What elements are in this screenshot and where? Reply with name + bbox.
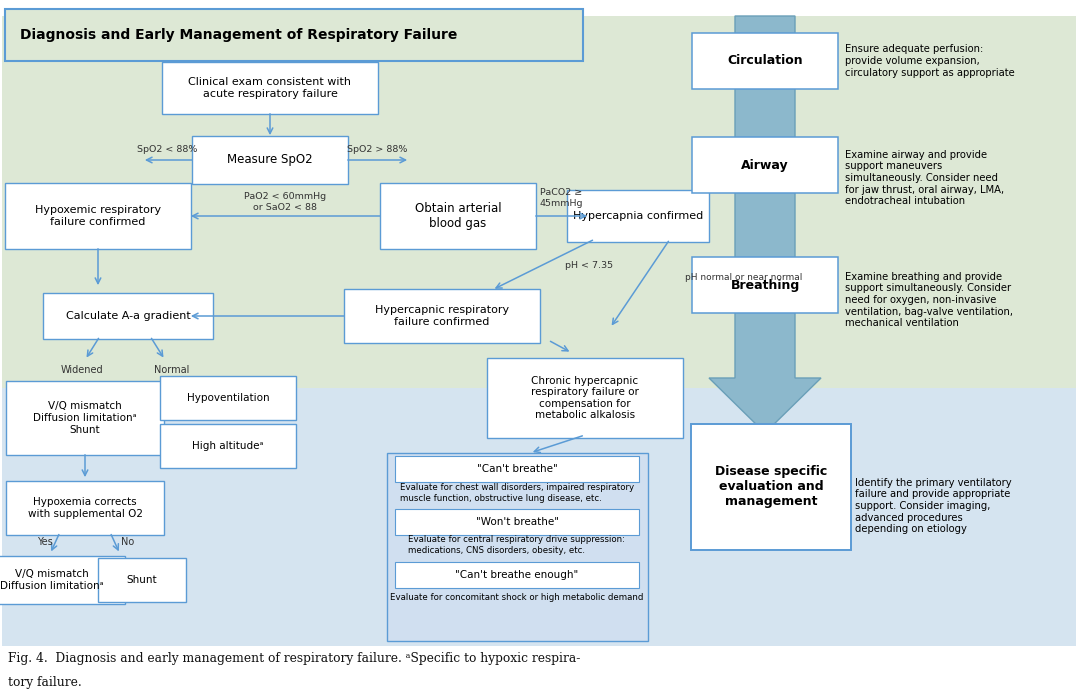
Bar — [2, 388, 690, 646]
Text: SpO2 > 88%: SpO2 > 88% — [347, 145, 407, 154]
Text: Circulation: Circulation — [727, 54, 802, 68]
Text: Hypoxemia corrects
with supplemental O2: Hypoxemia corrects with supplemental O2 — [27, 497, 143, 519]
Text: Calculate A-a gradient: Calculate A-a gradient — [66, 311, 190, 321]
Text: Hypercapnic respiratory
failure confirmed: Hypercapnic respiratory failure confirme… — [375, 305, 509, 327]
Text: High altitudeᵃ: High altitudeᵃ — [192, 441, 264, 451]
Text: Examine breathing and provide
support simultaneously. Consider
need for oxygen, : Examine breathing and provide support si… — [845, 272, 1013, 328]
Text: PaCO2 ≥
45mmHg: PaCO2 ≥ 45mmHg — [539, 188, 583, 208]
Text: Measure SpO2: Measure SpO2 — [227, 154, 313, 167]
Text: Obtain arterial
blood gas: Obtain arterial blood gas — [415, 202, 501, 230]
Text: Fig. 4.  Diagnosis and early management of respiratory failure. ᵃSpecific to hyp: Fig. 4. Diagnosis and early management o… — [8, 652, 580, 665]
Text: "Can't breathe enough": "Can't breathe enough" — [456, 570, 579, 580]
Text: PaO2 < 60mmHg
or SaO2 < 88: PaO2 < 60mmHg or SaO2 < 88 — [244, 193, 326, 211]
FancyBboxPatch shape — [162, 62, 378, 114]
FancyBboxPatch shape — [387, 453, 648, 641]
Text: pH < 7.35: pH < 7.35 — [565, 262, 613, 271]
Bar — [690, 16, 1076, 388]
Text: Evaluate for central respiratory drive suppression:
medications, CNS disorders, : Evaluate for central respiratory drive s… — [408, 535, 625, 555]
FancyBboxPatch shape — [5, 9, 583, 61]
Text: Examine airway and provide
support maneuvers
simultaneously. Consider need
for j: Examine airway and provide support maneu… — [845, 150, 1004, 206]
Text: Diagnosis and Early Management of Respiratory Failure: Diagnosis and Early Management of Respir… — [21, 28, 457, 42]
Text: tory failure.: tory failure. — [8, 676, 82, 689]
Text: Hypoventilation: Hypoventilation — [187, 393, 269, 403]
FancyBboxPatch shape — [0, 556, 125, 604]
Text: Widened: Widened — [60, 365, 104, 375]
Text: Chronic hypercapnic
respiratory failure or
compensation for
metabolic alkalosis: Chronic hypercapnic respiratory failure … — [531, 376, 639, 420]
FancyBboxPatch shape — [6, 381, 164, 455]
FancyBboxPatch shape — [567, 190, 708, 242]
FancyBboxPatch shape — [98, 558, 186, 602]
Text: Airway: Airway — [741, 158, 788, 172]
FancyBboxPatch shape — [692, 257, 838, 313]
FancyBboxPatch shape — [395, 509, 639, 535]
Text: Evaluate for chest wall disorders, impaired respiratory
muscle function, obstruc: Evaluate for chest wall disorders, impai… — [400, 483, 634, 503]
Text: "Can't breathe": "Can't breathe" — [476, 464, 557, 474]
FancyBboxPatch shape — [487, 358, 683, 438]
FancyBboxPatch shape — [691, 424, 851, 550]
Text: Shunt: Shunt — [126, 575, 158, 585]
FancyBboxPatch shape — [380, 183, 536, 249]
Polygon shape — [708, 16, 821, 433]
Text: Clinical exam consistent with
acute respiratory failure: Clinical exam consistent with acute resp… — [189, 77, 351, 99]
Text: Hypoxemic respiratory
failure confirmed: Hypoxemic respiratory failure confirmed — [35, 205, 161, 227]
Text: No: No — [121, 537, 135, 547]
Text: Ensure adequate perfusion:
provide volume expansion,
circulatory support as appr: Ensure adequate perfusion: provide volum… — [845, 45, 1015, 77]
Text: pH normal or near normal: pH normal or near normal — [685, 274, 802, 283]
FancyBboxPatch shape — [692, 137, 838, 193]
FancyBboxPatch shape — [160, 424, 296, 468]
Text: Identify the primary ventilatory
failure and provide appropriate
support. Consid: Identify the primary ventilatory failure… — [855, 478, 1012, 534]
Bar — [2, 16, 690, 388]
FancyBboxPatch shape — [345, 289, 540, 343]
Bar — [690, 388, 1076, 646]
Text: SpO2 < 88%: SpO2 < 88% — [137, 145, 198, 154]
FancyBboxPatch shape — [692, 33, 838, 89]
FancyBboxPatch shape — [5, 183, 191, 249]
Text: Normal: Normal — [154, 365, 190, 375]
FancyBboxPatch shape — [6, 481, 164, 535]
FancyBboxPatch shape — [42, 293, 214, 339]
Text: Hypercapnia confirmed: Hypercapnia confirmed — [572, 211, 703, 221]
FancyBboxPatch shape — [160, 376, 296, 420]
FancyBboxPatch shape — [395, 456, 639, 482]
Text: Disease specific
evaluation and
management: Disease specific evaluation and manageme… — [715, 466, 827, 509]
Text: Evaluate for concomitant shock or high metabolic demand: Evaluate for concomitant shock or high m… — [390, 593, 644, 602]
Text: "Won't breathe": "Won't breathe" — [475, 517, 558, 527]
FancyBboxPatch shape — [395, 562, 639, 588]
Text: Yes: Yes — [37, 537, 53, 547]
Text: Breathing: Breathing — [730, 279, 799, 292]
FancyBboxPatch shape — [192, 136, 348, 184]
Text: V/Q mismatch
Diffusion limitationᵃ
Shunt: V/Q mismatch Diffusion limitationᵃ Shunt — [33, 401, 137, 435]
Text: V/Q mismatch
Diffusion limitationᵃ: V/Q mismatch Diffusion limitationᵃ — [0, 569, 104, 591]
